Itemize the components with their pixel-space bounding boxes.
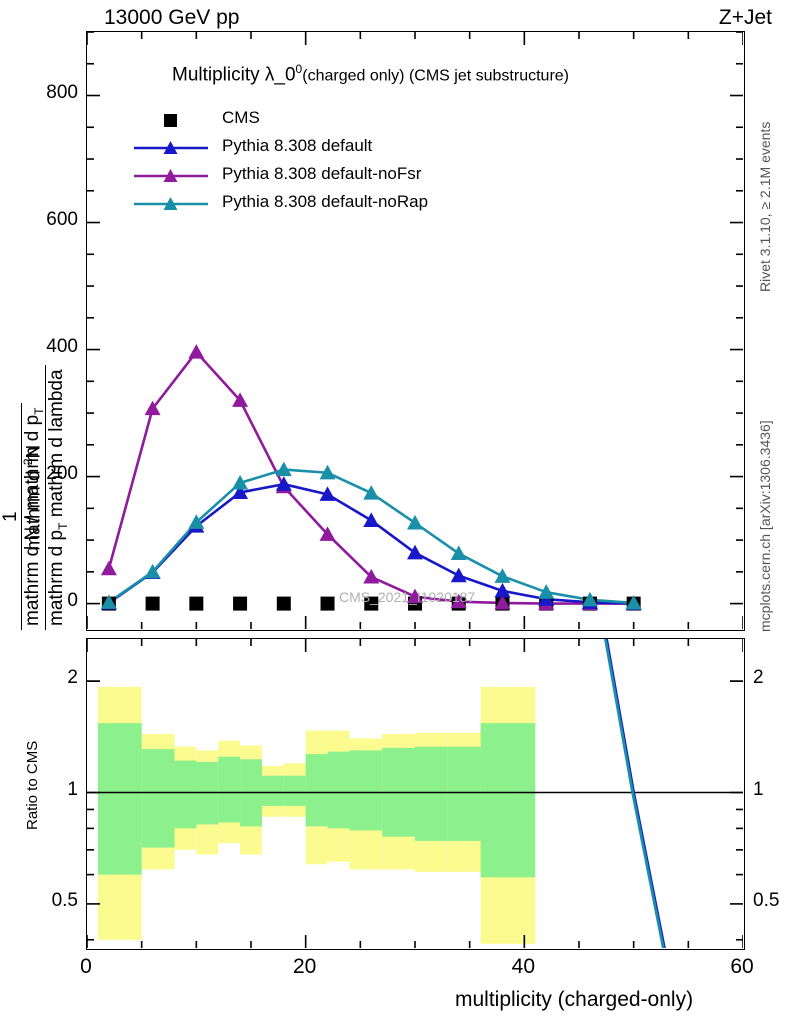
legend-item-default[interactable]: Pythia 8.308 default bbox=[128, 134, 508, 162]
x-tick-label: 0 bbox=[80, 955, 92, 978]
ratio-inner-band bbox=[141, 749, 175, 848]
ratio-inner-band bbox=[480, 723, 536, 878]
legend-marker-cms bbox=[164, 114, 177, 127]
ratio-inner-band bbox=[349, 750, 383, 831]
legend-label-cms: CMS bbox=[222, 108, 260, 127]
legend-item-cms[interactable]: CMS bbox=[128, 106, 508, 134]
legend-marker-nofsr bbox=[134, 169, 208, 182]
legend: CMS Pythia 8.308 default Pythia 8.308 de… bbox=[128, 106, 508, 218]
plot-title-main: Multiplicity bbox=[172, 64, 265, 86]
plot-title-superscript: 0 bbox=[295, 62, 303, 76]
ratio-y-tick-label-left: 2 bbox=[67, 667, 78, 689]
main-plot-svg bbox=[87, 32, 743, 629]
plot-title-rest: (charged only) (CMS jet substructure) bbox=[302, 67, 569, 85]
main-y-tick-label: 600 bbox=[46, 208, 78, 230]
ratio-inner-band bbox=[283, 775, 306, 806]
main-y-tick-label: 800 bbox=[46, 81, 78, 103]
legend-item-nofsr[interactable]: Pythia 8.308 default-noFsr bbox=[128, 162, 508, 190]
x-axis-title: multiplicity (charged-only) bbox=[455, 988, 694, 1011]
ratio-inner-band bbox=[97, 723, 142, 875]
ratio-plot-svg bbox=[87, 639, 743, 948]
plot-title-lambda: λ_0 bbox=[264, 64, 296, 86]
x-tick-label: 40 bbox=[511, 955, 535, 978]
x-tick-label: 20 bbox=[292, 955, 317, 978]
legend-label-nofsr: Pythia 8.308 default-noFsr bbox=[222, 164, 422, 183]
rivet-version-label: Rivet 3.1.10, ≥ 2.1M events bbox=[757, 121, 773, 292]
main-y-tick-label: 400 bbox=[46, 335, 78, 357]
ratio-inner-band bbox=[174, 760, 197, 829]
ratio-y-tick-label-right: 0.5 bbox=[753, 889, 780, 911]
legend-marker-norap bbox=[134, 197, 208, 210]
legend-label-default: Pythia 8.308 default bbox=[222, 136, 373, 155]
main-plot-panel bbox=[86, 31, 745, 631]
ratio-curve bbox=[605, 639, 666, 948]
ratio-inner-band bbox=[327, 751, 350, 829]
ratio-inner-band bbox=[447, 746, 481, 841]
ratio-y-tick-label-right: 1 bbox=[753, 778, 764, 800]
x-tick-label: 60 bbox=[730, 955, 754, 978]
main-y-tick-label: 200 bbox=[46, 462, 78, 484]
header-energy-beam: 13000 GeV pp bbox=[104, 6, 240, 29]
ratio-inner-band bbox=[305, 754, 328, 827]
legend-label-norap: Pythia 8.308 default-noRap bbox=[222, 192, 429, 211]
main-y-tick-label: 0 bbox=[67, 589, 78, 611]
ratio-curve bbox=[604, 639, 665, 948]
mcplots-source-label: mcplots.cern.ch [arXiv:1306.3436] bbox=[757, 420, 773, 632]
legend-item-norap[interactable]: Pythia 8.308 default-noRap bbox=[128, 190, 508, 218]
ratio-axis-title: Ratio to CMS bbox=[24, 740, 41, 830]
ratio-y-tick-label-right: 2 bbox=[753, 667, 764, 689]
ratio-plot-panel bbox=[86, 638, 745, 950]
y-axis-label-outer-fraction: 1 mathrm d N / mathrm d pT bbox=[0, 403, 47, 630]
ratio-y-tick-label-left: 1 bbox=[67, 778, 78, 800]
legend-marker-default bbox=[134, 141, 208, 154]
ratio-inner-band bbox=[415, 746, 448, 841]
ratio-inner-band bbox=[261, 775, 284, 806]
header-process: Z+Jet bbox=[718, 6, 772, 29]
ratio-y-tick-label-left: 0.5 bbox=[51, 889, 78, 911]
plot-title: Multiplicity λ_00(charged only) (CMS jet… bbox=[172, 62, 569, 86]
analysis-watermark: CMS_2021_I1920187 bbox=[339, 589, 476, 605]
ratio-inner-band bbox=[218, 756, 241, 823]
